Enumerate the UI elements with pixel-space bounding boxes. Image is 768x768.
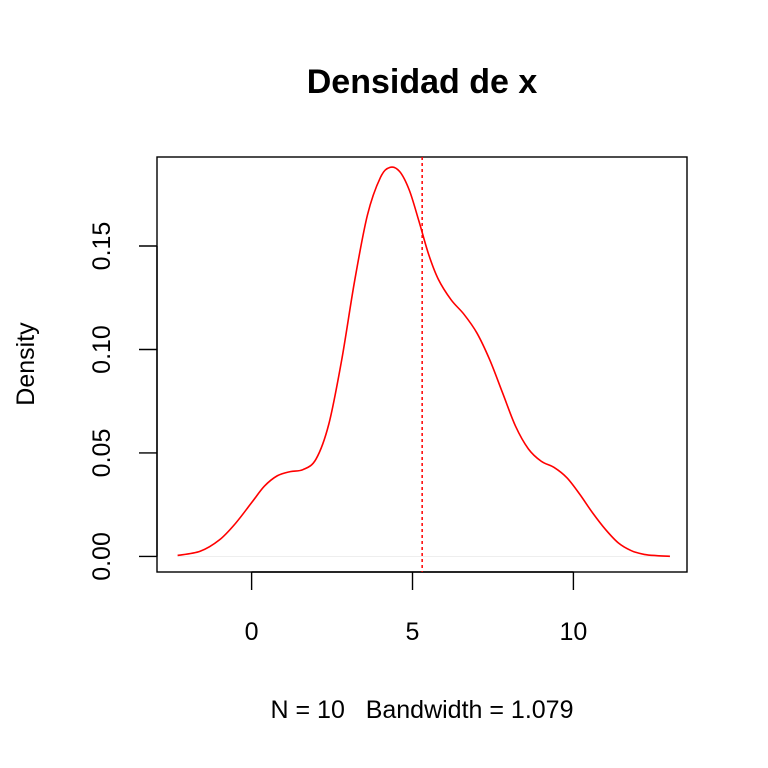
y-axis-label: Density bbox=[12, 322, 40, 406]
density-curve bbox=[177, 166, 670, 558]
plot-marks bbox=[177, 157, 670, 572]
y-axis: 0.00 0.05 0.10 0.15 bbox=[88, 222, 158, 581]
x-tick-label: 0 bbox=[245, 618, 259, 646]
y-tick-label: 0.05 bbox=[88, 429, 116, 478]
chart-title: Densidad de x bbox=[307, 63, 538, 101]
y-tick-label: 0.15 bbox=[88, 222, 116, 271]
y-tick-label: 0.00 bbox=[88, 532, 116, 581]
x-axis-label: N = 10 Bandwidth = 1.079 bbox=[271, 696, 574, 724]
x-tick-label: 10 bbox=[559, 618, 587, 646]
x-axis: 0 5 10 bbox=[245, 571, 587, 646]
x-tick-label: 5 bbox=[406, 618, 420, 646]
y-tick-label: 0.10 bbox=[88, 325, 116, 374]
